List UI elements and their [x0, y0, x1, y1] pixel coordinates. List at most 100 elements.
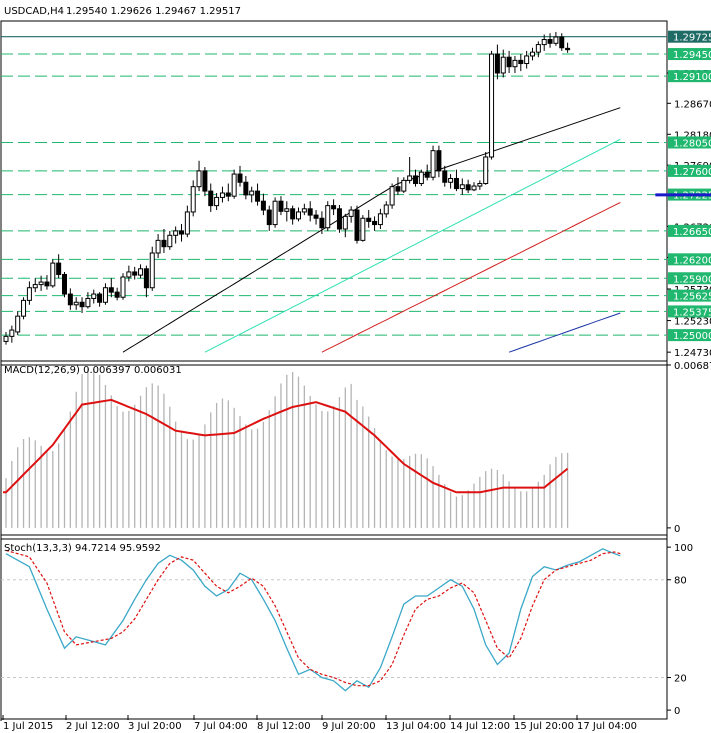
candle-body[interactable]: [243, 181, 249, 196]
candle-body[interactable]: [44, 281, 50, 287]
candle-body[interactable]: [278, 200, 284, 212]
candle-body[interactable]: [190, 186, 196, 213]
candle-body[interactable]: [173, 230, 179, 236]
candle-body[interactable]: [260, 200, 266, 211]
candle-body[interactable]: [512, 59, 518, 68]
candle-body[interactable]: [102, 287, 108, 303]
candle-body[interactable]: [296, 211, 301, 220]
candle-body[interactable]: [530, 51, 535, 57]
candle-body[interactable]: [506, 56, 512, 68]
candle-body[interactable]: [471, 185, 477, 191]
candle-body[interactable]: [459, 184, 465, 190]
candle-body[interactable]: [518, 59, 524, 65]
candle-body[interactable]: [161, 239, 167, 248]
candle-body[interactable]: [360, 217, 366, 241]
candle-body[interactable]: [565, 47, 571, 51]
candle-body[interactable]: [436, 150, 442, 172]
candle-body[interactable]: [489, 53, 495, 158]
candle-body[interactable]: [331, 205, 337, 210]
candle-body[interactable]: [272, 200, 278, 226]
candle-body[interactable]: [167, 234, 173, 248]
candle-body[interactable]: [179, 230, 184, 235]
candle-body[interactable]: [342, 215, 348, 230]
candle-body[interactable]: [67, 293, 73, 306]
candle-body[interactable]: [413, 175, 418, 185]
candle-body[interactable]: [354, 209, 360, 241]
candle-body[interactable]: [202, 170, 208, 192]
candle-body[interactable]: [290, 208, 296, 220]
candle-body[interactable]: [535, 44, 541, 53]
candle-body[interactable]: [266, 209, 272, 226]
candle-body[interactable]: [325, 205, 331, 229]
candle-body[interactable]: [9, 329, 15, 337]
candle-body[interactable]: [149, 252, 155, 289]
candle-body[interactable]: [3, 335, 9, 342]
candle-body[interactable]: [114, 291, 120, 298]
candle-body[interactable]: [553, 36, 559, 44]
candle-body[interactable]: [336, 208, 342, 230]
candle-body[interactable]: [32, 284, 38, 289]
candle-body[interactable]: [442, 170, 448, 183]
candle-body[interactable]: [301, 208, 307, 213]
candle-body[interactable]: [237, 173, 243, 183]
candle-body[interactable]: [231, 173, 237, 197]
candle-body[interactable]: [541, 39, 547, 46]
candle-body[interactable]: [524, 55, 530, 65]
candle-body[interactable]: [120, 276, 126, 298]
candle-body[interactable]: [79, 301, 85, 308]
candle-body[interactable]: [559, 36, 565, 49]
candle-body[interactable]: [500, 56, 506, 74]
candle-body[interactable]: [401, 179, 407, 192]
candle-body[interactable]: [465, 184, 471, 191]
candle-body[interactable]: [62, 273, 67, 295]
candle-body[interactable]: [50, 262, 56, 287]
candle-body[interactable]: [97, 293, 103, 303]
candle-body[interactable]: [389, 186, 395, 206]
candle-body[interactable]: [407, 175, 413, 181]
candle-body[interactable]: [184, 211, 190, 235]
candle-body[interactable]: [418, 171, 424, 185]
candle-body[interactable]: [91, 293, 97, 299]
candle-body[interactable]: [255, 190, 261, 202]
candle-body[interactable]: [372, 220, 378, 226]
candle-body[interactable]: [448, 177, 454, 183]
candle-body[interactable]: [483, 156, 489, 185]
price-panel[interactable]: 1.291501.286701.281801.276901.272101.267…: [0, 20, 711, 366]
candle-body[interactable]: [377, 213, 383, 226]
candle-body[interactable]: [143, 268, 149, 289]
candle-body[interactable]: [26, 287, 32, 301]
candle-body[interactable]: [219, 192, 225, 198]
candle-body[interactable]: [138, 268, 144, 276]
candle-body[interactable]: [15, 315, 21, 333]
candle-body[interactable]: [307, 208, 313, 216]
candle-body[interactable]: [132, 271, 138, 276]
candle-body[interactable]: [319, 217, 325, 229]
stoch-panel[interactable]: 100 80 20 0: [0, 534, 693, 720]
macd-panel[interactable]: 0.006871 0: [0, 360, 711, 540]
candle-body[interactable]: [547, 39, 553, 44]
candle-body[interactable]: [56, 262, 62, 275]
candle-body[interactable]: [249, 190, 255, 196]
candle-body[interactable]: [73, 301, 79, 306]
candle-body[interactable]: [196, 170, 202, 188]
candle-body[interactable]: [313, 214, 319, 219]
candle-body[interactable]: [477, 183, 483, 187]
candle-body[interactable]: [108, 287, 114, 293]
candle-body[interactable]: [126, 271, 132, 278]
candle-body[interactable]: [494, 53, 500, 74]
candle-body[interactable]: [208, 190, 214, 207]
candle-body[interactable]: [21, 299, 27, 317]
candle-body[interactable]: [38, 281, 44, 286]
candle-body[interactable]: [366, 217, 372, 222]
candle-body[interactable]: [424, 171, 430, 178]
candle-body[interactable]: [284, 208, 290, 212]
candle-body[interactable]: [383, 204, 389, 215]
candle-body[interactable]: [395, 186, 401, 192]
candle-body[interactable]: [225, 192, 231, 197]
candle-body[interactable]: [430, 150, 436, 178]
candle-body[interactable]: [85, 297, 91, 308]
candle-body[interactable]: [453, 177, 459, 190]
candle-body[interactable]: [214, 196, 220, 207]
candle-body[interactable]: [155, 239, 161, 254]
